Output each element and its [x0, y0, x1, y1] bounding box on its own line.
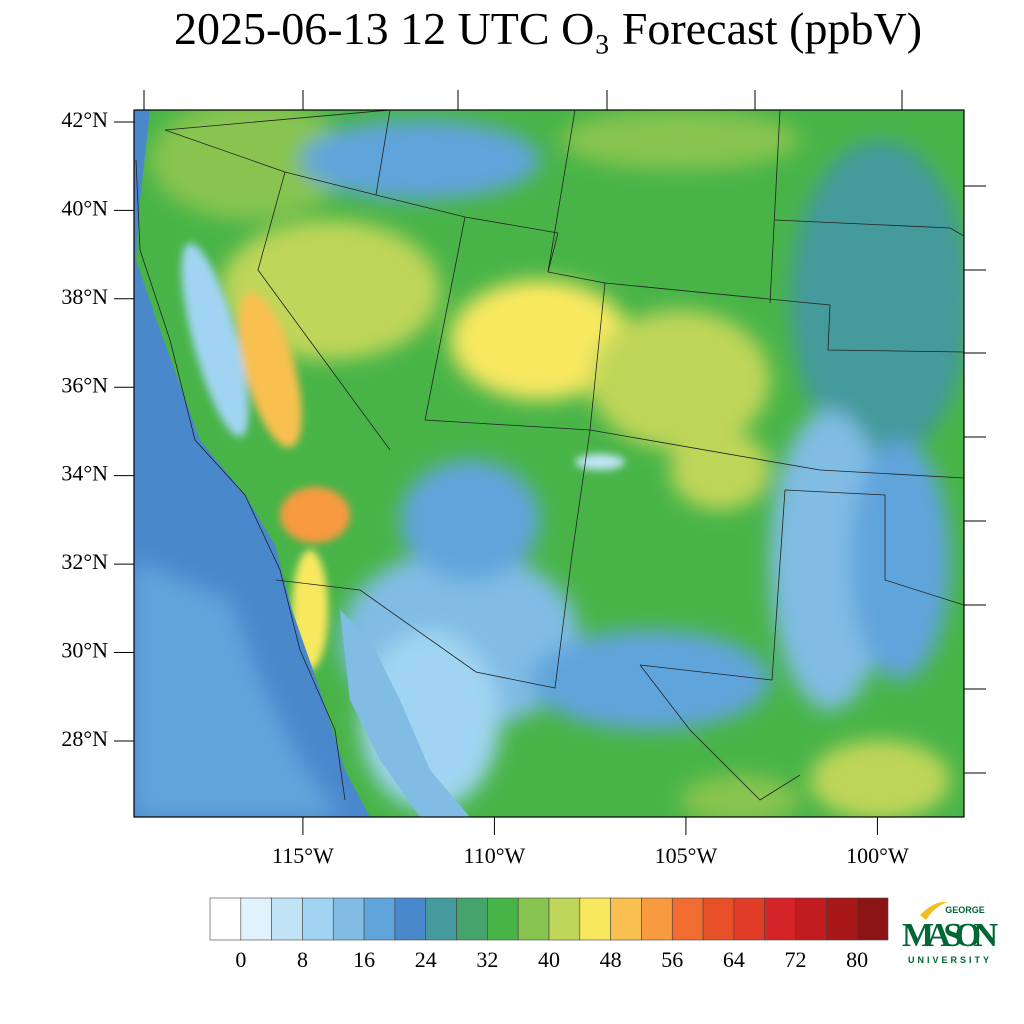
lon-label: 105°W: [655, 843, 718, 868]
frame-ticks: [143, 90, 986, 774]
map-frame: [133, 109, 965, 818]
colorbar-box: [271, 897, 303, 941]
colorbar-box: [764, 897, 796, 941]
ozone-field: [134, 110, 964, 817]
colorbar-box: [579, 897, 611, 941]
colorbar-box: [302, 897, 334, 941]
logo-name: MASON: [902, 917, 998, 954]
colorbar-box: [517, 897, 550, 941]
colorbar-box: [826, 897, 858, 941]
colorbar-box: [209, 897, 242, 941]
lon-label: 100°W: [846, 843, 909, 868]
colorbar-box: [456, 897, 488, 941]
logo-bottom: UNIVERSITY: [908, 955, 992, 965]
colorbar-label: 80: [846, 947, 868, 972]
colorbar-label: 72: [785, 947, 807, 972]
title: 2025-06-13 12 UTC O₃ Forecast (ppbV): [174, 3, 922, 54]
lon-label: 110°W: [464, 843, 526, 868]
colorbar-label: 40: [538, 947, 560, 972]
logo: GEORGE MASON UNIVERSITY: [902, 901, 998, 965]
colorbar-box: [641, 897, 673, 941]
colorbar-box: [425, 897, 457, 941]
colorbar-box: [363, 897, 396, 941]
colorbar-box: [671, 897, 704, 941]
lat-label: 32°N: [61, 549, 108, 574]
lat-label: 30°N: [61, 638, 108, 663]
colorbar-box: [856, 897, 889, 941]
colorbar-box: [332, 897, 365, 941]
colorbar-box: [702, 897, 735, 941]
colorbar-box: [795, 897, 827, 941]
lat-label: 28°N: [61, 726, 108, 751]
lat-label: 42°N: [61, 107, 108, 132]
colorbar-box: [240, 897, 272, 941]
logo-top: GEORGE: [945, 905, 985, 915]
lat-label: 38°N: [61, 284, 108, 309]
colorbar-label: 56: [661, 947, 683, 972]
colorbar-label: 48: [600, 947, 622, 972]
lat-label: 40°N: [61, 195, 108, 220]
colorbar-box: [733, 897, 766, 941]
colorbar-label: 32: [476, 947, 498, 972]
colorbar-label: 8: [297, 947, 308, 972]
colorbar-label: 16: [353, 947, 375, 972]
lat-label: 36°N: [61, 372, 108, 397]
colorbar-box: [610, 897, 642, 941]
colorbar-label: 24: [415, 947, 437, 972]
colorbar-box: [487, 897, 519, 941]
colorbar-box: [548, 897, 581, 941]
lon-label: 115°W: [272, 843, 334, 868]
colorbar-label: 0: [235, 947, 246, 972]
colorbar-box: [394, 897, 427, 941]
lat-label: 34°N: [61, 461, 108, 486]
colorbar-label: 64: [723, 947, 745, 972]
